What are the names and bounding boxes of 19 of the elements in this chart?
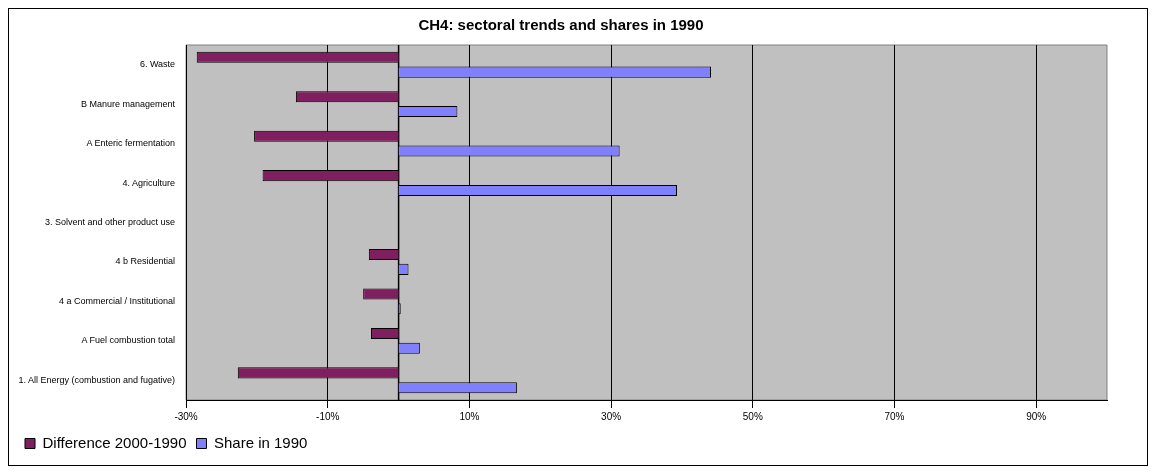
y-tick-label: 3. Solvent and other product use xyxy=(44,216,176,227)
x-tick-label: 50% xyxy=(742,410,763,422)
x-tick-label: 70% xyxy=(884,410,905,422)
y-tick-label: 6. Waste xyxy=(139,59,176,70)
x-tick-label: 10% xyxy=(459,410,480,422)
x-tick-label: 30% xyxy=(601,410,622,422)
y-tick-label: A Fuel combustion total xyxy=(81,335,176,346)
x-tick-label: 90% xyxy=(1026,410,1047,422)
y-tick-label: A Enteric fermentation xyxy=(86,138,176,149)
y-tick-label: 4. Agriculture xyxy=(122,177,176,188)
legend-label: Share in 1990 xyxy=(213,433,308,451)
y-tick-label: 1. All Energy (combustion and fugative) xyxy=(18,374,176,385)
chart-title: CH4: sectoral trends and shares in 1990 xyxy=(418,16,704,34)
y-tick-label: 4 a Commercial / Institutional xyxy=(59,295,176,306)
y-tick-label: 4 b Residential xyxy=(115,256,176,267)
y-tick-label: B Manure management xyxy=(81,98,176,109)
legend-label: Difference 2000-1990 xyxy=(42,433,187,451)
x-tick-label: -30% xyxy=(174,410,198,422)
x-tick-label: -10% xyxy=(316,410,340,422)
